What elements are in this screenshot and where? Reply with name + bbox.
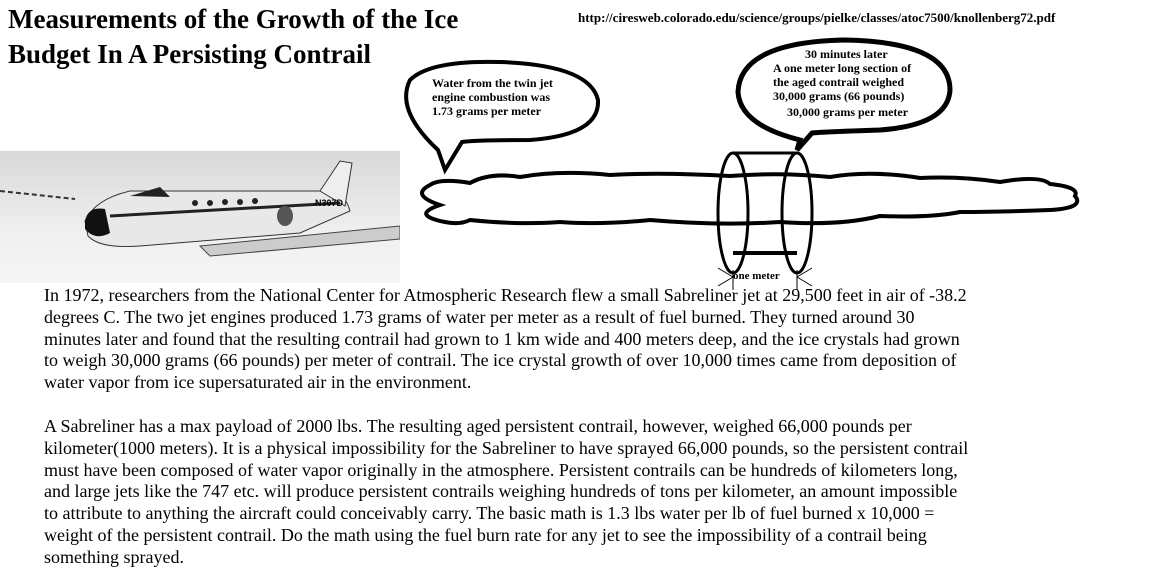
dimension-label: one meter xyxy=(733,270,780,282)
text-line: weight of the persistent contrail. Do th… xyxy=(44,524,927,545)
bubble-line: Water from the twin jet xyxy=(432,76,553,90)
bubble-line: A one meter long section of xyxy=(773,61,912,75)
contrail-cloud xyxy=(420,170,1080,226)
page-title: Measurements of the Growth of the Ice Bu… xyxy=(8,2,458,72)
title-line: Measurements of the Growth of the Ice xyxy=(8,4,459,34)
text-line: degrees C. The two jet engines produced … xyxy=(44,306,915,327)
text-line: something sprayed. xyxy=(44,546,184,567)
contrail-diagram xyxy=(404,37,1080,290)
left-speech-bubble xyxy=(404,59,601,175)
text-line: must have been composed of water vapor o… xyxy=(44,459,958,480)
title-line: Budget In A Persisting Contrail xyxy=(8,39,372,69)
left-bubble-text: Water from the twin jet engine combustio… xyxy=(432,76,553,118)
paragraph-2: A Sabreliner has a max payload of 2000 l… xyxy=(44,416,968,569)
text-line: A Sabreliner has a max payload of 2000 l… xyxy=(44,416,912,436)
dimension-arrows xyxy=(717,267,813,290)
text-line: and large jets like the 747 etc. will pr… xyxy=(44,481,958,502)
text-line: water vapor from ice supersaturated air … xyxy=(44,372,472,393)
bubble-line: 30,000 grams (66 pounds) xyxy=(773,89,905,103)
sabreliner-photo: N307D xyxy=(0,151,401,283)
text-line: to attribute to anything the aircraft co… xyxy=(44,503,935,524)
right-speech-bubble xyxy=(735,37,953,152)
bubble-line: the aged contrail weighed xyxy=(773,75,904,89)
source-url[interactable]: http://ciresweb.colorado.edu/science/gro… xyxy=(578,10,1056,25)
paragraph-1: In 1972, researchers from the National C… xyxy=(44,285,967,394)
text-line: kilometer(1000 meters). It is a physical… xyxy=(44,437,969,458)
bubble-footer: 30,000 grams per meter xyxy=(787,105,909,119)
text-line: In 1972, researchers from the National C… xyxy=(44,285,967,305)
text-line: minutes later and found that the resulti… xyxy=(44,328,960,349)
tail-number: N307D xyxy=(315,198,344,208)
text-line: to weigh 30,000 grams (66 pounds) per me… xyxy=(44,350,957,371)
bubble-heading: 30 minutes later xyxy=(805,47,888,61)
bubble-line: 1.73 grams per meter xyxy=(432,104,542,118)
bubble-line: engine combustion was xyxy=(432,90,551,104)
right-bubble-text: 30 minutes later A one meter long sectio… xyxy=(773,47,911,119)
